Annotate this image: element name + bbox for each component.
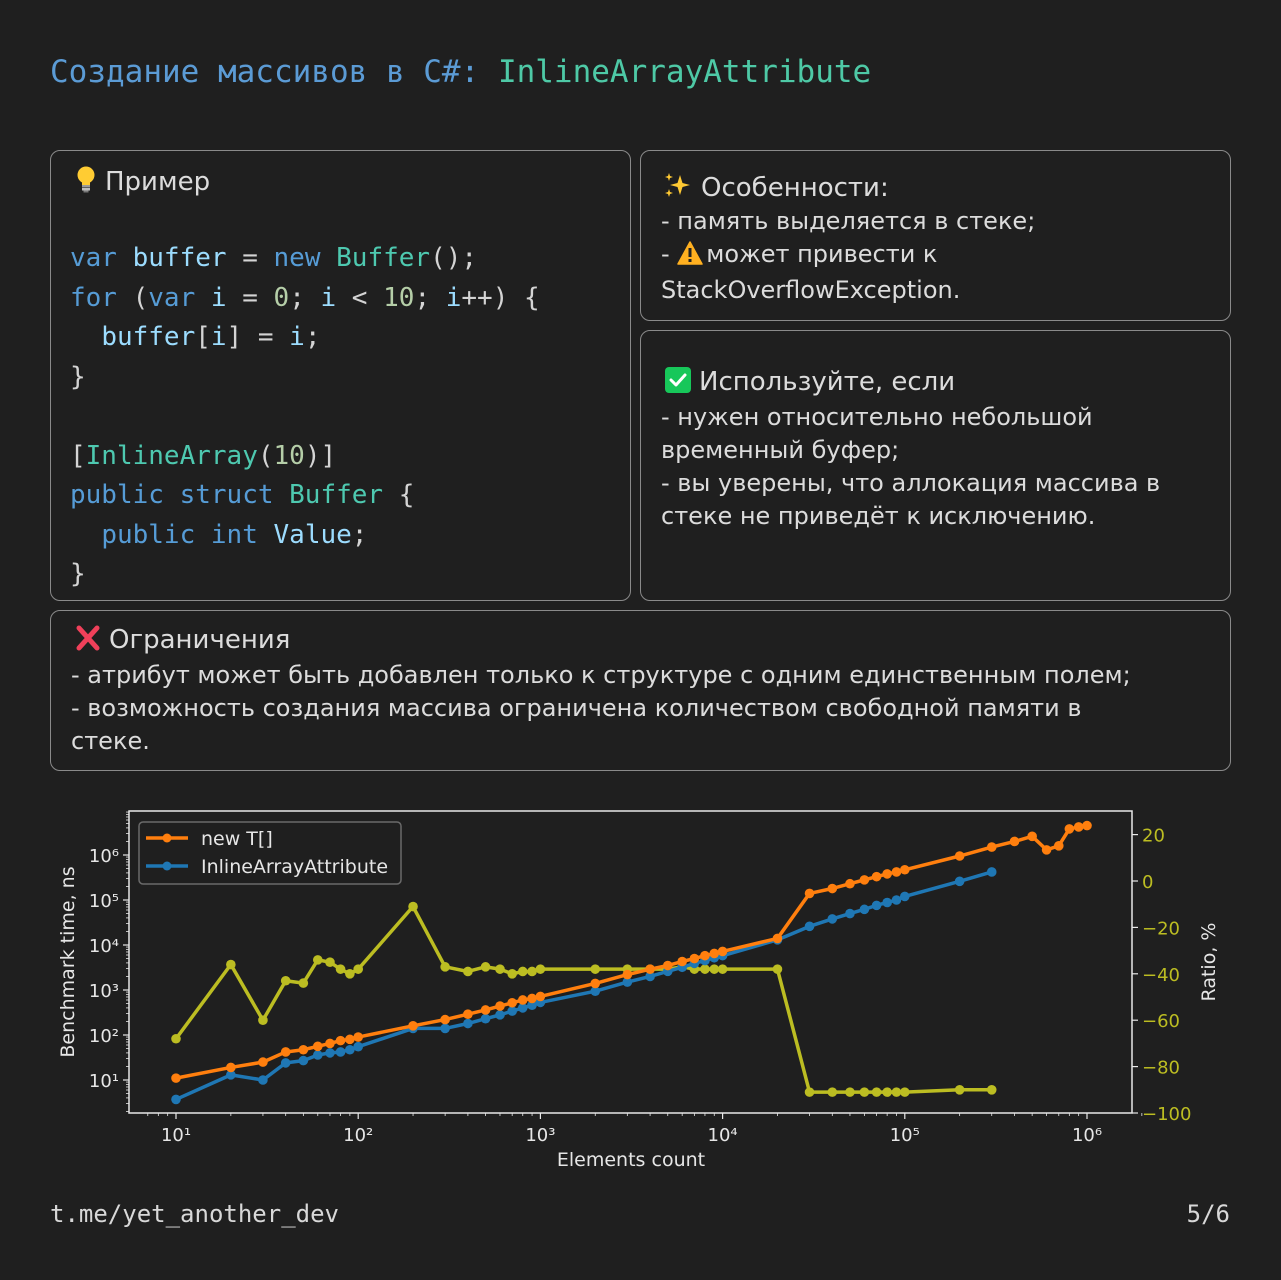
lightbulb-icon (75, 165, 97, 200)
cross-icon (75, 625, 101, 658)
x-axis-label: Elements count (557, 1149, 705, 1171)
svg-text:−100: −100 (1142, 1104, 1191, 1125)
svg-text:10⁴: 10⁴ (708, 1125, 738, 1146)
check-icon (665, 367, 691, 400)
svg-text:0: 0 (1142, 872, 1153, 893)
usage-line-3: - вы уверены, что аллокация массива в (661, 469, 1161, 497)
svg-text:10³: 10³ (525, 1125, 555, 1146)
data-series (171, 820, 1092, 1105)
svg-text:10⁶: 10⁶ (1072, 1125, 1102, 1146)
svg-text:−20: −20 (1142, 918, 1180, 939)
legend-inline-array: InlineArrayAttribute (201, 856, 388, 878)
y-axis-label: Benchmark time, ns (57, 866, 79, 1057)
feature-line-3: StackOverflowException. (661, 276, 961, 304)
title-attribute-name: InlineArrayAttribute (497, 54, 872, 90)
y-axis-left: 10¹ 10² 10³ 10⁴ 10⁵ 10⁶ (89, 811, 129, 1112)
svg-text:−60: −60 (1142, 1011, 1180, 1032)
code-block: var buffer = new Buffer(); for (var i = … (70, 243, 540, 589)
warning-icon (677, 241, 704, 274)
svg-text:10⁶: 10⁶ (89, 846, 119, 867)
usage-line-2: временный буфер; (661, 436, 900, 464)
svg-text:10⁴: 10⁴ (89, 936, 119, 957)
example-heading: Пример (75, 165, 210, 200)
title-prefix: Создание массивов в C#: (50, 54, 498, 90)
legend: new T[] InlineArrayAttribute (138, 821, 402, 885)
usage-line-4: стеке не приведёт к исключению. (661, 502, 1096, 530)
usage-heading: Используйте, если (665, 367, 955, 400)
limit-line-2: - возможность создания массива ограничен… (71, 694, 1082, 722)
limits-heading: Ограничения (75, 625, 290, 658)
limit-line-1: - атрибут может быть добавлен только к с… (71, 661, 1131, 689)
features-card: Особенности: - память выделяется в стеке… (640, 150, 1231, 321)
y-axis-right: 20 0 −20 −40 −60 −80 −100 (1132, 826, 1191, 1125)
svg-text:10¹: 10¹ (89, 1071, 119, 1092)
legend-new-array: new T[] (201, 828, 273, 850)
y2-axis-label: Ratio, % (1198, 923, 1220, 1002)
benchmark-chart: 10¹ 10² 10³ 10⁴ 10⁵ 10⁶ 10¹ 10² 10³ 10⁴ 10⁵ 10⁶ 20… (57, 810, 1220, 1171)
page-indicator: 5/6 (1186, 1200, 1230, 1228)
svg-text:10²: 10² (343, 1125, 373, 1146)
svg-text:10⁵: 10⁵ (89, 891, 119, 912)
svg-text:−80: −80 (1142, 1058, 1180, 1079)
feature-line-2: - может привести к (661, 238, 1221, 274)
channel-link[interactable]: t.me/yet_another_dev (50, 1200, 339, 1228)
feature-line-1: - память выделяется в стеке; (661, 207, 1036, 235)
usage-card: Используйте, если - нужен относительно н… (640, 330, 1231, 601)
example-card: Пример var buffer = new Buffer(); for (v… (50, 150, 631, 601)
features-heading: Особенности: (663, 171, 889, 206)
limits-card: Ограничения - атрибут может быть добавле… (50, 610, 1231, 771)
page-title: Создание массивов в C#: InlineArrayAttri… (50, 54, 871, 90)
x-axis: 10¹ 10² 10³ 10⁴ 10⁵ 10⁶ (147, 1113, 1143, 1146)
svg-text:10³: 10³ (89, 981, 119, 1002)
svg-text:10¹: 10¹ (161, 1125, 191, 1146)
limit-line-3: стеке. (71, 727, 150, 755)
svg-text:10⁵: 10⁵ (890, 1125, 920, 1146)
svg-text:10²: 10² (89, 1026, 119, 1047)
sparkles-icon (663, 171, 693, 206)
svg-text:−40: −40 (1142, 965, 1180, 986)
usage-line-1: - нужен относительно небольшой (661, 403, 1093, 431)
svg-text:20: 20 (1142, 826, 1165, 847)
